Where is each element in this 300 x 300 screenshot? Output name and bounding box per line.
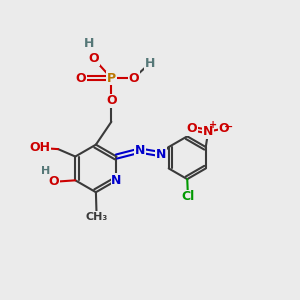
Text: O: O	[49, 175, 59, 188]
Text: Cl: Cl	[181, 190, 194, 203]
Text: H: H	[145, 57, 155, 70]
Text: H: H	[84, 37, 94, 50]
Text: O: O	[218, 122, 229, 135]
Text: N: N	[156, 148, 166, 161]
Text: O: O	[187, 122, 197, 135]
Text: O: O	[76, 72, 86, 85]
Text: O: O	[128, 72, 139, 85]
Text: O: O	[88, 52, 99, 65]
Text: N: N	[203, 125, 213, 138]
Text: OH: OH	[29, 141, 50, 154]
Text: H: H	[41, 166, 50, 176]
Text: +: +	[209, 120, 217, 130]
Text: N: N	[111, 174, 122, 187]
Text: N: N	[134, 144, 145, 157]
Text: P: P	[107, 72, 116, 85]
Text: CH₃: CH₃	[85, 212, 108, 222]
Text: O: O	[106, 94, 117, 107]
Text: −: −	[224, 122, 234, 132]
